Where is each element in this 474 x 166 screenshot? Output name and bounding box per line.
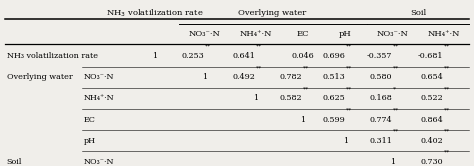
Text: 0.168: 0.168 (370, 94, 392, 102)
Text: 0.599: 0.599 (322, 116, 345, 124)
Text: 0.253: 0.253 (182, 52, 204, 60)
Text: 1: 1 (152, 52, 157, 60)
Text: 0.730: 0.730 (421, 158, 444, 166)
Text: **: ** (303, 86, 309, 91)
Text: 0.311: 0.311 (369, 137, 392, 145)
Text: **: ** (205, 44, 210, 49)
Text: 1: 1 (253, 94, 258, 102)
Text: **: ** (393, 128, 399, 133)
Text: 0.625: 0.625 (322, 94, 345, 102)
Text: **: ** (346, 86, 352, 91)
Text: 0.402: 0.402 (421, 137, 444, 145)
Text: Soil: Soil (410, 9, 426, 17)
Text: **: ** (303, 65, 309, 70)
Text: *: * (393, 86, 396, 91)
Text: **: ** (256, 44, 262, 49)
Text: **: ** (393, 107, 399, 112)
Text: 0.641: 0.641 (233, 52, 255, 60)
Text: NH₄⁺·N: NH₄⁺·N (83, 94, 114, 102)
Text: **: ** (346, 107, 352, 112)
Text: -0.681: -0.681 (418, 52, 444, 60)
Text: **: ** (444, 65, 450, 70)
Text: Soil: Soil (7, 158, 22, 166)
Text: NH$_3$ volatilization rate: NH$_3$ volatilization rate (106, 7, 203, 19)
Text: **: ** (444, 150, 450, 155)
Text: 0.492: 0.492 (233, 73, 255, 81)
Text: 0.522: 0.522 (421, 94, 444, 102)
Text: Overlying water: Overlying water (238, 9, 307, 17)
Text: 0.513: 0.513 (322, 73, 345, 81)
Text: **: ** (444, 107, 450, 112)
Text: 0.774: 0.774 (370, 116, 392, 124)
Text: 0.582: 0.582 (280, 94, 302, 102)
Text: NO₃⁻·N: NO₃⁻·N (188, 30, 220, 38)
Text: 0.696: 0.696 (322, 52, 345, 60)
Text: **: ** (393, 65, 399, 70)
Text: -0.357: -0.357 (367, 52, 392, 60)
Text: NO₃⁻·N: NO₃⁻·N (376, 30, 408, 38)
Text: **: ** (256, 65, 262, 70)
Text: pH: pH (83, 137, 96, 145)
Text: EC: EC (296, 30, 309, 38)
Text: EC: EC (83, 116, 95, 124)
Text: 1: 1 (201, 73, 207, 81)
Text: **: ** (393, 44, 399, 49)
Text: NH₃ volatilization rate: NH₃ volatilization rate (7, 52, 98, 60)
Text: 0.782: 0.782 (280, 73, 302, 81)
Text: **: ** (346, 65, 352, 70)
Text: 0.580: 0.580 (370, 73, 392, 81)
Text: Overlying water: Overlying water (7, 73, 73, 81)
Text: **: ** (444, 128, 450, 133)
Text: NO₃⁻·N: NO₃⁻·N (83, 73, 114, 81)
Text: **: ** (444, 44, 450, 49)
Text: 0.864: 0.864 (421, 116, 444, 124)
Text: NH₄⁺·N: NH₄⁺·N (239, 30, 272, 38)
Text: pH: pH (339, 30, 352, 38)
Text: NH₄⁺·N: NH₄⁺·N (428, 30, 460, 38)
Text: 1: 1 (343, 137, 348, 145)
Text: **: ** (444, 86, 450, 91)
Text: 1: 1 (390, 158, 395, 166)
Text: 0.654: 0.654 (421, 73, 444, 81)
Text: 1: 1 (300, 116, 305, 124)
Text: NO₃⁻·N: NO₃⁻·N (83, 158, 114, 166)
Text: **: ** (346, 44, 352, 49)
Text: 0.046: 0.046 (291, 52, 314, 60)
